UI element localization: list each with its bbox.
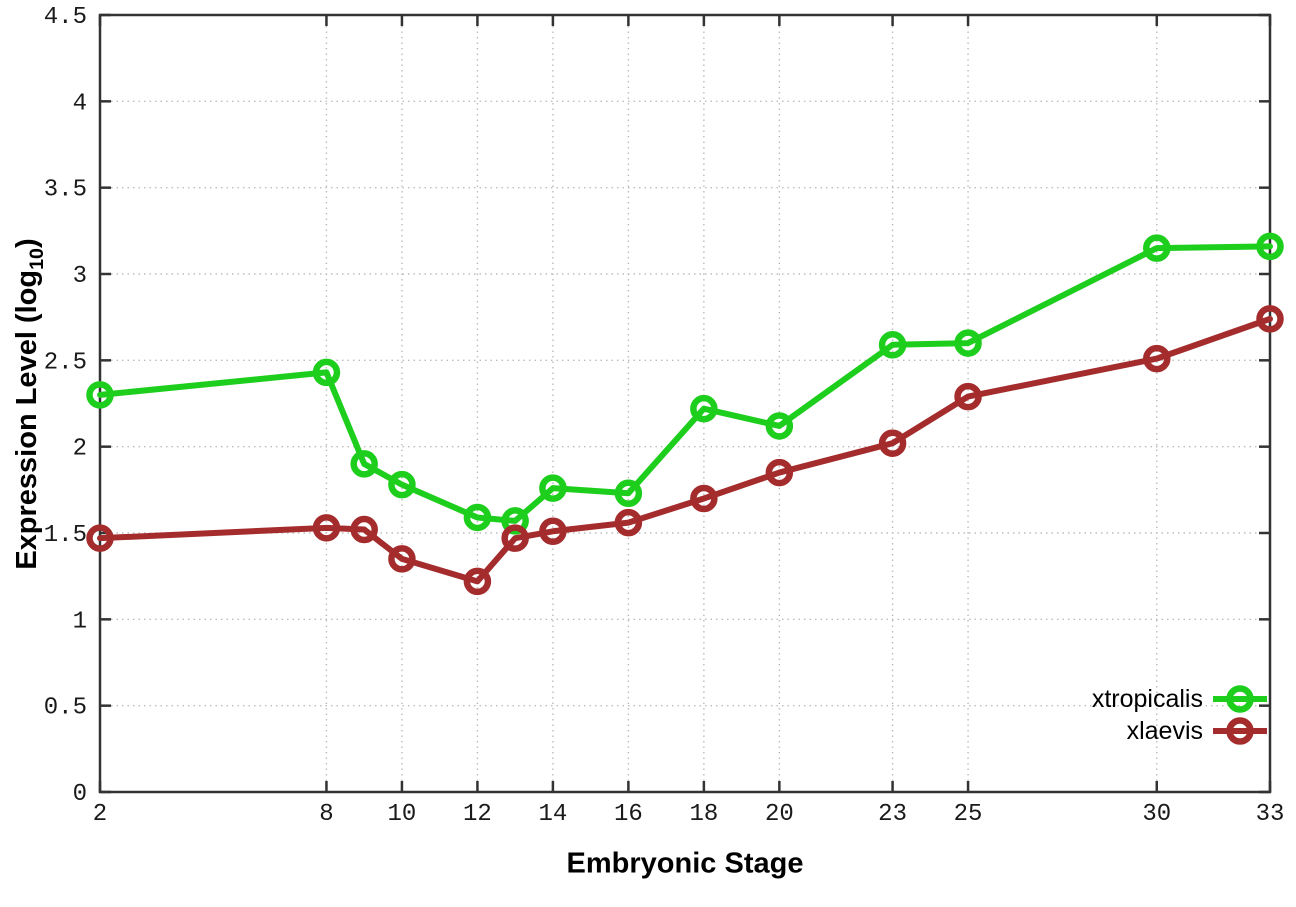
y-tick-label: 0 <box>73 781 87 808</box>
data-point-xtropicalis <box>765 412 794 440</box>
data-point-xlaevis <box>539 517 567 546</box>
x-tick-label: 25 <box>954 801 983 828</box>
x-tick-label: 10 <box>388 801 417 828</box>
data-point-xtropicalis <box>614 479 643 508</box>
data-point-xlaevis <box>1143 344 1171 373</box>
x-tick-label: 18 <box>689 801 718 828</box>
legend: xtropicalis xlaevis <box>1092 683 1268 747</box>
data-point-xtropicalis <box>350 450 378 478</box>
data-point-xlaevis <box>463 567 492 596</box>
series-line-xtropicalis <box>97 243 1273 524</box>
x-axis-title: Embryonic Stage <box>566 847 804 880</box>
x-tick-label: 30 <box>1142 801 1171 828</box>
data-point-xtropicalis <box>388 470 416 499</box>
data-point-xtropicalis <box>463 503 492 532</box>
x-tick-label: 8 <box>319 801 333 828</box>
y-tick-label: 1 <box>73 608 87 635</box>
data-point-xtropicalis <box>86 381 114 409</box>
y-tick-label: 2 <box>73 436 87 463</box>
data-point-xlaevis <box>86 524 114 552</box>
legend-sample-marker <box>1226 685 1254 713</box>
data-point-xtropicalis <box>501 507 529 535</box>
x-tick-label: 14 <box>538 801 567 828</box>
legend-item-xtropicalis: xtropicalis <box>1092 683 1268 715</box>
data-point-xlaevis <box>765 458 794 487</box>
y-tick-label: 3 <box>73 263 87 290</box>
legend-item-xlaevis: xlaevis <box>1092 715 1268 747</box>
y-tick-label: 3.5 <box>44 177 87 204</box>
data-point-xtropicalis <box>312 358 341 387</box>
data-point-xlaevis <box>878 429 907 457</box>
y-axis-title-close: ) <box>11 238 43 248</box>
data-point-xlaevis <box>690 484 718 513</box>
data-point-xtropicalis <box>954 329 982 357</box>
data-point-xtropicalis <box>878 331 907 359</box>
data-point-xtropicalis <box>1256 232 1284 261</box>
data-point-xlaevis <box>1256 305 1284 333</box>
series-line-xlaevis <box>97 315 1273 585</box>
legend-sample-icon <box>1213 717 1267 745</box>
x-tick-label: 2 <box>93 801 107 828</box>
y-tick-label: 1.5 <box>44 522 87 549</box>
x-tick-label: 23 <box>878 801 907 828</box>
data-point-xtropicalis <box>690 394 718 423</box>
data-point-xlaevis <box>614 508 643 537</box>
y-tick-label: 4.5 <box>44 4 87 31</box>
x-tick-label: 20 <box>765 801 794 828</box>
y-axis-title-subscript: 10 <box>26 247 48 270</box>
y-tick-label: 4 <box>73 90 87 117</box>
data-point-xlaevis <box>501 524 529 552</box>
x-tick-label: 33 <box>1256 801 1285 828</box>
legend-label: xlaevis <box>1126 716 1203 745</box>
legend-sample-icon <box>1213 685 1267 713</box>
x-tick-label: 12 <box>463 801 492 828</box>
x-tick-label: 16 <box>614 801 643 828</box>
data-point-xlaevis <box>350 515 378 544</box>
data-point-xlaevis <box>954 382 982 411</box>
data-point-xlaevis <box>312 514 341 542</box>
data-point-xtropicalis <box>1143 234 1171 262</box>
y-axis-title: Expression Level (log10) <box>11 238 49 569</box>
y-tick-label: 0.5 <box>44 695 87 722</box>
y-axis-title-text: Expression Level (log <box>11 269 43 570</box>
data-point-xlaevis <box>388 545 416 573</box>
plot-border <box>98 13 1272 794</box>
legend-sample-marker <box>1226 717 1254 745</box>
legend-label: xtropicalis <box>1091 684 1203 713</box>
y-tick-label: 2.5 <box>44 349 87 376</box>
data-point-xtropicalis <box>539 474 567 502</box>
